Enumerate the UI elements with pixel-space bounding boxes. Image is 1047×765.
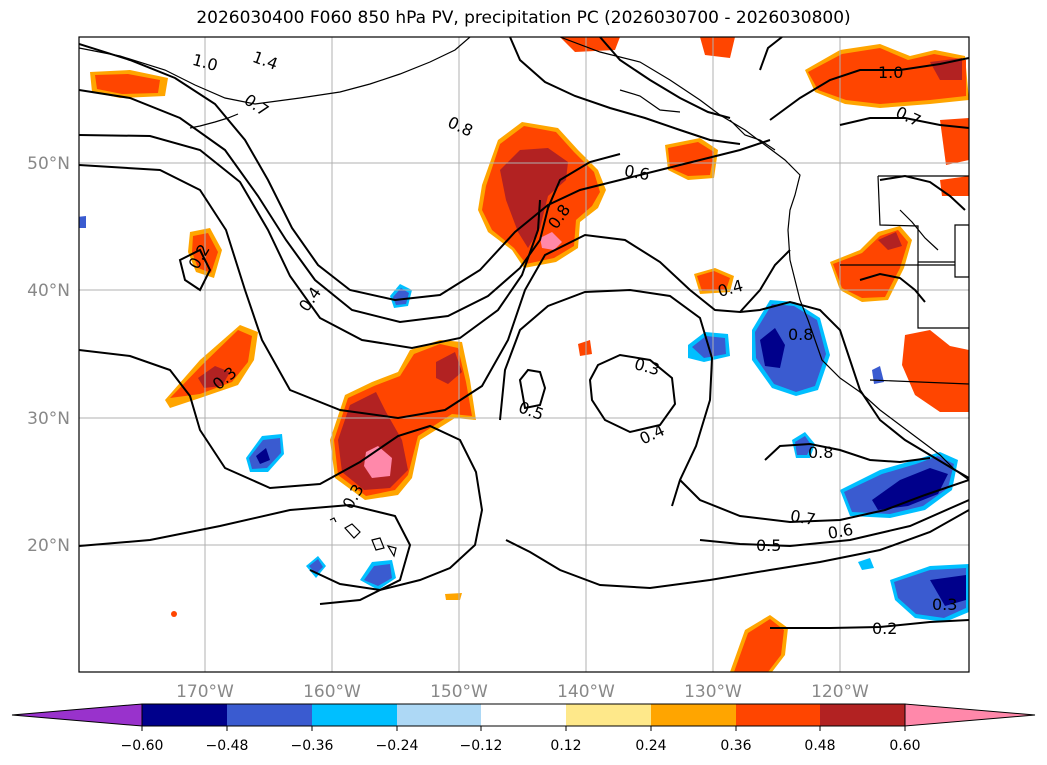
contour-label: 0.8 [788, 325, 813, 344]
contour-label: 0.6 [826, 520, 854, 543]
precip-positive-shading [90, 37, 969, 672]
contour-label: 1.0 [878, 63, 903, 82]
colorbar-tick-label: 0.60 [889, 738, 920, 754]
colorbar-segment [566, 704, 651, 726]
lat-label-50n: 50°N [27, 154, 70, 174]
map-plot-area: 1.0 1.4 0.7 0.8 0.6 0.2 0.4 0.3 0.5 0.8 … [79, 37, 969, 672]
colorbar-segment [227, 704, 312, 726]
pv-contours [79, 37, 969, 629]
contour-label: 0.2 [872, 619, 897, 638]
colorbar-tick-label: −0.48 [206, 738, 249, 754]
colorbar-segment [397, 704, 481, 726]
coastlines [79, 37, 969, 558]
contour-label: 0.5 [756, 536, 781, 555]
contour-label: 0.8 [808, 443, 833, 462]
map-frame [78, 36, 970, 673]
colorbar-tick-label: −0.60 [121, 738, 164, 754]
colorbar-low-extension [11, 703, 143, 727]
lat-label-40n: 40°N [27, 281, 70, 301]
colorbar-segment [820, 704, 905, 726]
colorbar-tick-label: −0.36 [291, 738, 334, 754]
colorbar-segment [736, 704, 820, 726]
colorbar-tick-label: 0.12 [550, 738, 581, 754]
lon-label-140w: 140°W [557, 682, 615, 702]
colorbar-tick-label: −0.24 [376, 738, 419, 754]
contour-label: 0.3 [932, 595, 957, 614]
colorbar-tick-label: −0.12 [460, 738, 503, 754]
colorbar-tick-label: 0.24 [635, 738, 666, 754]
colorbar-tick-label: 0.48 [804, 738, 835, 754]
colorbar: −0.60 −0.48 −0.36 −0.24 −0.12 0.12 0.24 … [11, 703, 1036, 754]
colorbar-segment [312, 704, 397, 726]
colorbar-segment [651, 704, 736, 726]
colorbar-segment [142, 704, 227, 726]
lon-label-160w: 160°W [303, 682, 361, 702]
lon-label-120w: 120°W [811, 682, 869, 702]
lat-label-30n: 30°N [27, 409, 70, 429]
contour-label: 0.7 [789, 506, 817, 529]
colorbar-segment [481, 704, 566, 726]
colorbar-tick-label: 0.36 [720, 738, 751, 754]
latitude-axis: 50°N 40°N 30°N 20°N [27, 154, 70, 556]
lon-label-130w: 130°W [684, 682, 742, 702]
lat-label-20n: 20°N [27, 536, 70, 556]
map-title: 2026030400 F060 850 hPa PV, precipitatio… [196, 8, 851, 28]
colorbar-high-extension [904, 703, 1036, 727]
contour-label: 0.6 [623, 161, 651, 184]
longitude-axis: 170°W 160°W 150°W 140°W 130°W 120°W [176, 682, 869, 702]
lon-label-170w: 170°W [176, 682, 234, 702]
precip-negative-shading [79, 216, 969, 622]
lon-label-150w: 150°W [430, 682, 488, 702]
